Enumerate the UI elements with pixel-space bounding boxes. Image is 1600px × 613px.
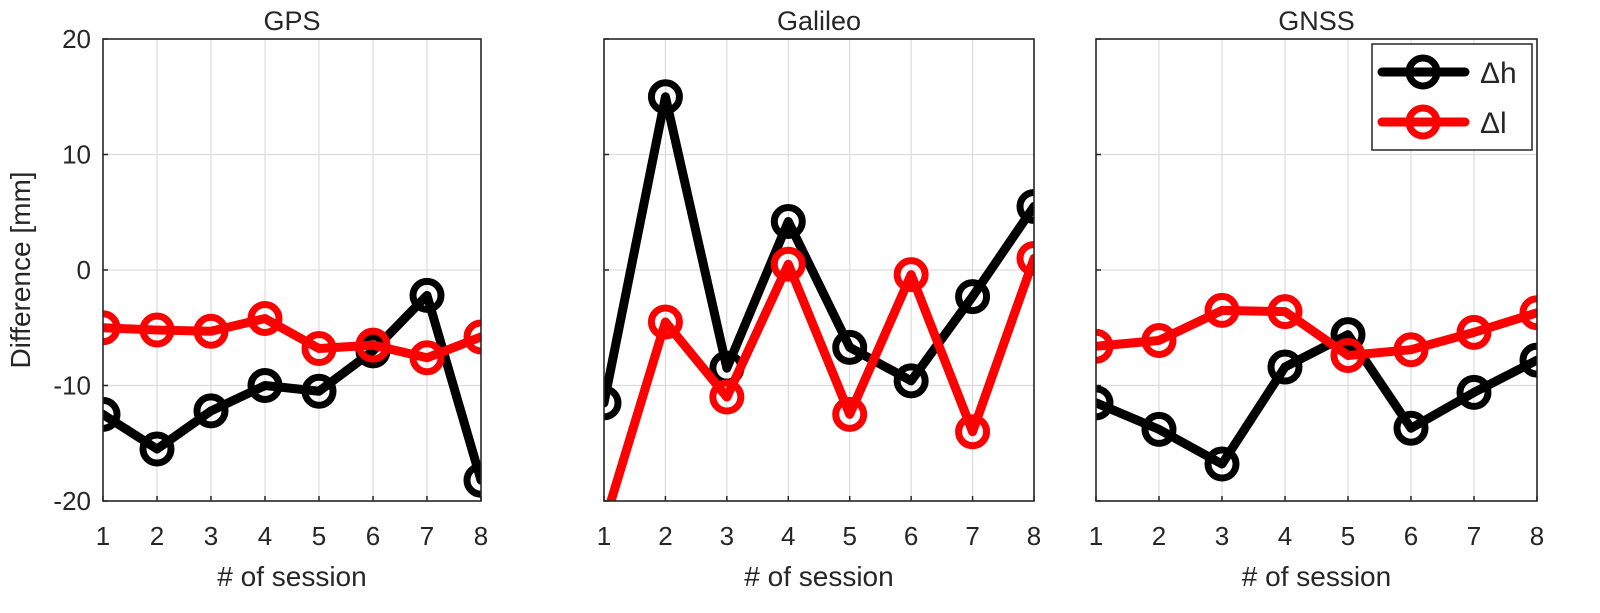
x-tick-label: 6 — [366, 521, 380, 551]
data-point-dh — [770, 203, 806, 239]
data-point-dl — [955, 414, 991, 450]
data-point-dl — [1204, 292, 1240, 328]
data-point-dl — [1519, 295, 1537, 331]
x-tick-label: 8 — [1027, 521, 1041, 551]
data-point-dl — [832, 396, 868, 432]
y-axis-label: Difference [mm] — [5, 171, 36, 368]
axes-frame — [102, 38, 482, 502]
data-point-dl — [709, 379, 745, 415]
panel-title: Galileo — [777, 6, 861, 36]
x-tick-label: 5 — [312, 521, 326, 551]
data-point-dl — [247, 301, 283, 337]
data-point-dl — [1267, 294, 1303, 330]
x-tick-label: 1 — [597, 521, 611, 551]
data-point-dh — [1393, 410, 1429, 446]
data-point-dh — [193, 393, 229, 429]
data-point-dl — [1016, 240, 1034, 276]
data-point-dl — [193, 313, 229, 349]
data-point-dh — [301, 373, 337, 409]
data-point-dh — [604, 385, 622, 421]
x-tick-label: 7 — [965, 521, 979, 551]
data-point-dh — [247, 368, 283, 403]
x-tick-label: 6 — [904, 521, 918, 551]
series-group — [604, 79, 1034, 501]
series-group — [1096, 292, 1537, 482]
x-tick-label: 8 — [474, 521, 488, 551]
x-tick-label: 4 — [781, 521, 795, 551]
data-point-dh — [103, 396, 121, 432]
x-tick-label: 8 — [1530, 521, 1544, 551]
data-point-dl — [1456, 314, 1492, 350]
panel-title: GNSS — [1278, 6, 1355, 36]
x-tick-label: 3 — [204, 521, 218, 551]
x-axis-label: # of session — [217, 561, 366, 592]
x-tick-label: 3 — [1215, 521, 1229, 551]
panel-galileo: Galileo 1 2 3 4 5 6 7 8 # of session — [597, 6, 1041, 592]
data-point-dh — [647, 79, 683, 115]
y-tick-label: -10 — [53, 371, 91, 401]
data-point-dl — [409, 340, 445, 376]
data-point-dh — [893, 363, 929, 399]
data-point-dh — [409, 277, 445, 313]
x-tick-label: 3 — [720, 521, 734, 551]
legend-label-dl: Δl — [1480, 107, 1507, 140]
data-point-dh — [139, 431, 175, 467]
data-point-dh — [832, 329, 868, 365]
x-tick-label: 2 — [658, 521, 672, 551]
panel-gps: GPS 1 2 3 4 5 6 7 8 20 10 0 -10 -20 # of session — [53, 6, 488, 592]
x-tick-label: 1 — [1089, 521, 1103, 551]
data-point-dh — [1204, 446, 1240, 482]
data-point-dh — [1456, 374, 1492, 410]
x-axis-label: # of session — [744, 561, 893, 592]
y-tick-label: 10 — [62, 140, 91, 170]
data-point-dh — [1141, 411, 1177, 447]
x-tick-label: 2 — [1152, 521, 1166, 551]
x-tick-label: 5 — [1341, 521, 1355, 551]
data-point-dl — [1141, 322, 1177, 358]
series-line-dl — [103, 314, 481, 363]
x-tick-label: 6 — [1404, 521, 1418, 551]
y-tick-label: -20 — [53, 486, 91, 516]
x-tick-label: 2 — [150, 521, 164, 551]
data-point-dl — [301, 331, 337, 367]
x-tick-label: 7 — [420, 521, 434, 551]
data-point-dh — [955, 279, 991, 315]
legend-marker-dh — [1405, 54, 1441, 90]
panel-title: GPS — [263, 6, 320, 36]
legend-label-dh: Δh — [1480, 57, 1517, 90]
data-point-dh — [1096, 385, 1114, 421]
data-point-dl — [893, 257, 929, 293]
x-tick-label: 7 — [1467, 521, 1481, 551]
data-point-dl — [139, 312, 175, 348]
legend: Δh Δl — [1371, 43, 1533, 151]
data-point-dl — [355, 327, 391, 363]
data-point-dl — [647, 304, 683, 340]
data-point-dh — [1016, 188, 1034, 224]
data-point-dl — [1330, 337, 1366, 373]
data-point-dl — [770, 246, 806, 282]
data-point-dh — [1519, 342, 1537, 378]
legend-box — [1371, 43, 1533, 151]
x-tick-label: 4 — [1278, 521, 1292, 551]
series-group — [103, 277, 481, 498]
axes-frame — [603, 38, 1035, 502]
legend-marker-dl — [1405, 104, 1441, 140]
x-tick-label: 5 — [842, 521, 856, 551]
y-tick-label: 0 — [77, 255, 91, 285]
data-point-dl — [1393, 332, 1429, 368]
data-point-dl — [1096, 328, 1114, 364]
x-tick-label: 4 — [258, 521, 272, 551]
x-axis-label: # of session — [1242, 561, 1391, 592]
data-point-dl — [463, 319, 481, 355]
axes-frame — [1095, 38, 1538, 502]
data-point-dl — [103, 310, 121, 346]
data-point-dh — [1330, 317, 1366, 353]
y-tick-label: 20 — [62, 24, 91, 54]
data-point-dh — [463, 462, 481, 498]
x-tick-label: 1 — [96, 521, 110, 551]
data-point-dh — [1267, 349, 1303, 385]
